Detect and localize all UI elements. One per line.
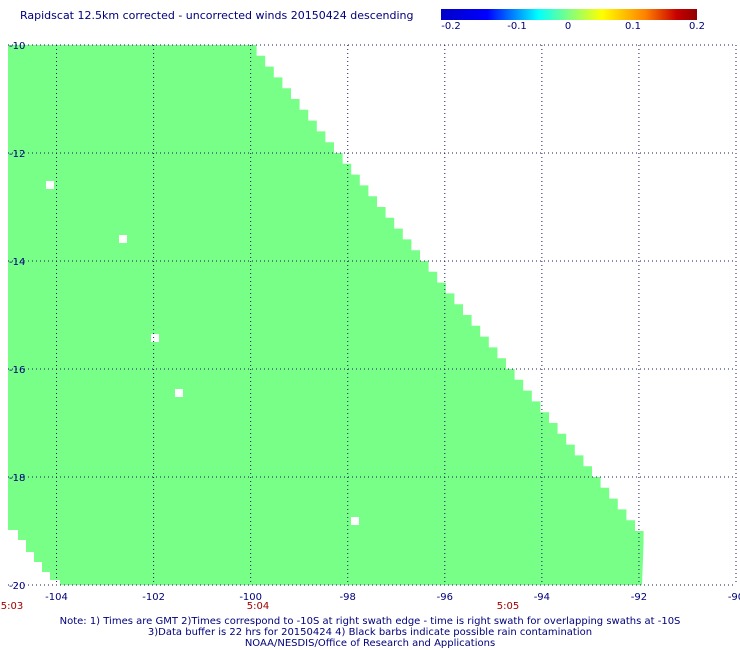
colorbar-label-zero: 0 <box>564 21 572 32</box>
longitude-tick-label: -94 <box>534 592 550 603</box>
swath-area <box>8 45 644 585</box>
colorbar-label-pos: 0.1 <box>625 21 641 32</box>
time-label: 5:04 <box>247 601 269 612</box>
latitude-tick-label: -20 <box>9 581 25 592</box>
latitude-tick-label: -18 <box>9 473 25 484</box>
note-line-2: 3)Data buffer is 22 hrs for 20150424 4) … <box>147 627 593 638</box>
longitude-tick-label: -90 <box>728 592 740 603</box>
missing-data-cell <box>351 517 359 525</box>
missing-data-cell <box>151 334 159 342</box>
latitude-tick-label: -14 <box>9 257 25 268</box>
color-scale-bar <box>441 9 697 20</box>
wind-difference-swath <box>8 45 644 585</box>
longitude-tick-label: -96 <box>437 592 453 603</box>
longitude-tick-label: -100 <box>239 592 262 603</box>
lat-lon-grid <box>8 44 737 586</box>
colorbar-label-max: 0.2 <box>689 21 705 32</box>
longitude-tick-label: -98 <box>340 592 356 603</box>
time-label: 5:05 <box>497 601 519 612</box>
colorbar-label-min: -0.2 <box>441 21 461 32</box>
time-label: 5:03 <box>1 601 23 612</box>
note-line-1: Note: 1) Times are GMT 2)Times correspon… <box>59 616 681 627</box>
colorbar-label-neg: -0.1 <box>507 21 527 32</box>
axis-labels: -104 -102 -100 -98 -96 -94 -92 -90 -10 -12 -14 -16 -… <box>1 41 740 612</box>
missing-data-cell <box>119 235 127 243</box>
missing-data-cell <box>175 389 183 397</box>
latitude-tick-label: -16 <box>9 365 25 376</box>
latitude-tick-label: -12 <box>9 149 25 160</box>
missing-data-cell <box>46 181 54 189</box>
longitude-tick-label: -104 <box>45 592 68 603</box>
note-line-3: NOAA/NESDIS/Office of Research and Appli… <box>244 638 496 649</box>
longitude-tick-label: -102 <box>142 592 165 603</box>
map-title: Rapidscat 12.5km corrected - uncorrected… <box>20 9 414 22</box>
latitude-tick-label: -10 <box>9 41 25 52</box>
longitude-tick-label: -92 <box>631 592 647 603</box>
